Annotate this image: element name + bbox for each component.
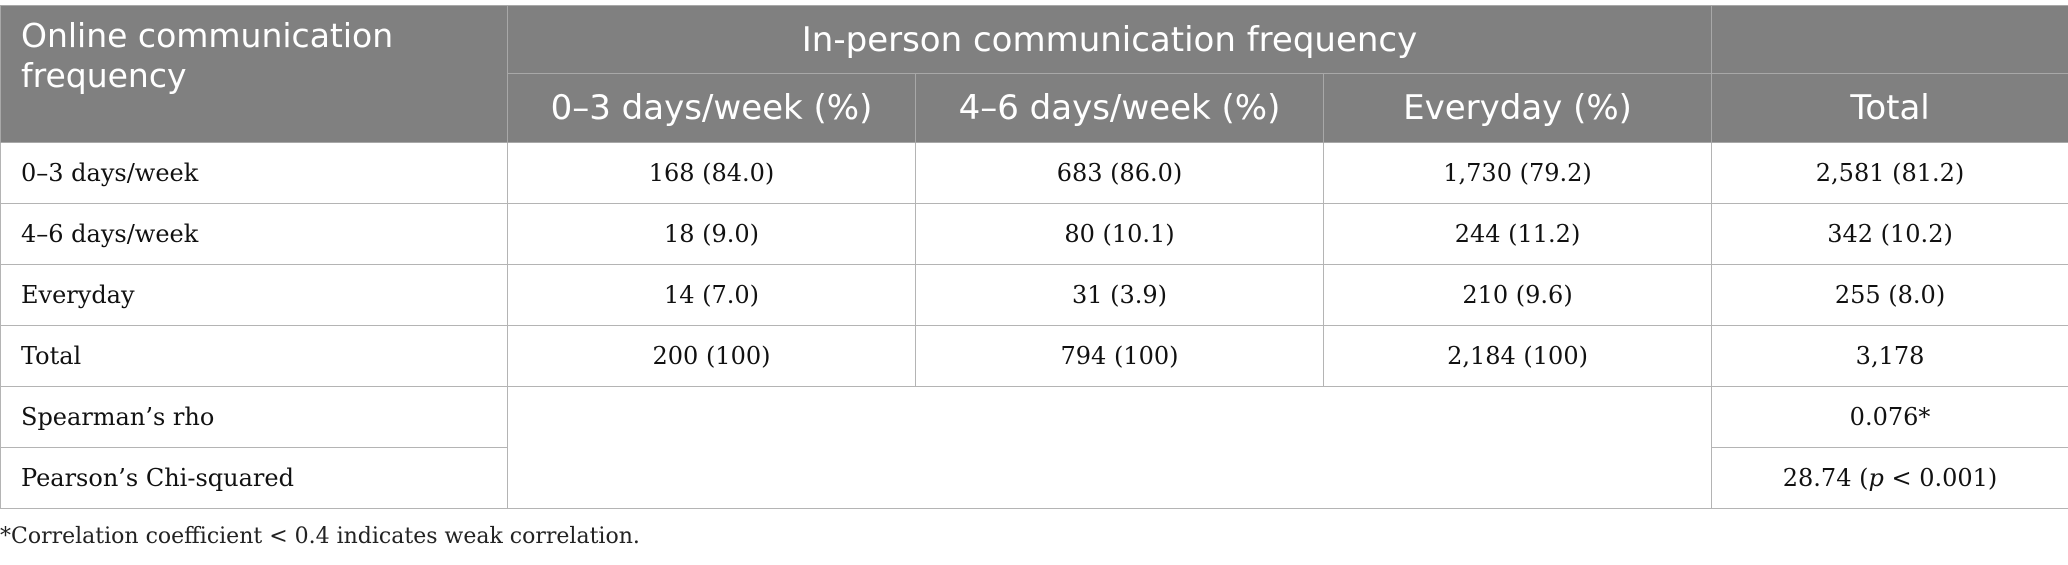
table-cell: 244 (11.2) xyxy=(1322,203,1713,265)
column-header-total: Total xyxy=(1711,73,2068,143)
row-label: Total xyxy=(0,325,508,387)
table-cell: 3,178 xyxy=(1711,325,2068,387)
header-row-columns: 0–3 days/week (%) 4–6 days/week (%) Ever… xyxy=(1,73,2068,143)
table-footnote: *Correlation coefficient < 0.4 indicates… xyxy=(0,524,640,549)
group-header: In-person communication frequency xyxy=(506,5,1713,74)
table-row: Everyday 14 (7.0) 31 (3.9) 210 (9.6) 255… xyxy=(0,264,2068,326)
stat-label: Spearman’s rho xyxy=(0,386,508,448)
column-header: Everyday (%) xyxy=(1322,73,1713,143)
column-header: 4–6 days/week (%) xyxy=(915,73,1324,143)
table-cell: 794 (100) xyxy=(915,325,1324,387)
table-cell: 2,184 (100) xyxy=(1322,325,1713,387)
row-label: 0–3 days/week xyxy=(0,142,508,204)
table-cell: 168 (84.0) xyxy=(507,142,916,204)
table-cell: 210 (9.6) xyxy=(1322,264,1713,326)
row-label: 4–6 days/week xyxy=(0,203,508,265)
stat-row-spearman: Spearman’s rho 0.076* xyxy=(0,386,2068,509)
table-cell: 342 (10.2) xyxy=(1711,203,2068,265)
table-cell: 200 (100) xyxy=(507,325,916,387)
corner-header: Online communication frequency xyxy=(0,5,508,143)
stat-value-suffix: < 0.001) xyxy=(1883,464,1998,492)
table-row: 4–6 days/week 18 (9.0) 80 (10.1) 244 (11… xyxy=(0,203,2068,265)
results-table: Online communication frequency In-person… xyxy=(0,5,2068,509)
table-cell: 14 (7.0) xyxy=(507,264,916,326)
table-cell: 683 (86.0) xyxy=(915,142,1324,204)
header-row-group: Online communication frequency In-person… xyxy=(0,5,2068,143)
p-symbol: p xyxy=(1868,464,1884,492)
table-cell: 2,581 (81.2) xyxy=(1711,142,2068,204)
stat-row-chi-squared: Pearson’s Chi-squared 28.74 (p < 0.001) xyxy=(0,447,2068,509)
stat-value: 28.74 (p < 0.001) xyxy=(1711,447,2068,509)
table-cell: 31 (3.9) xyxy=(915,264,1324,326)
table-cell: 1,730 (79.2) xyxy=(1322,142,1713,204)
stat-value: 0.076* xyxy=(1711,386,2068,448)
column-header: 0–3 days/week (%) xyxy=(507,73,916,143)
table-row: 0–3 days/week 168 (84.0) 683 (86.0) 1,73… xyxy=(0,142,2068,204)
stat-label: Pearson’s Chi-squared xyxy=(0,447,508,509)
table-row-total: Total 200 (100) 794 (100) 2,184 (100) 3,… xyxy=(0,325,2068,387)
group-header-blank xyxy=(1711,5,2068,74)
table-cell: 18 (9.0) xyxy=(507,203,916,265)
table-cell: 255 (8.0) xyxy=(1711,264,2068,326)
empty-stat-block xyxy=(506,386,1713,509)
stat-value-prefix: 28.74 ( xyxy=(1782,464,1869,492)
table-cell: 80 (10.1) xyxy=(915,203,1324,265)
row-label: Everyday xyxy=(0,264,508,326)
